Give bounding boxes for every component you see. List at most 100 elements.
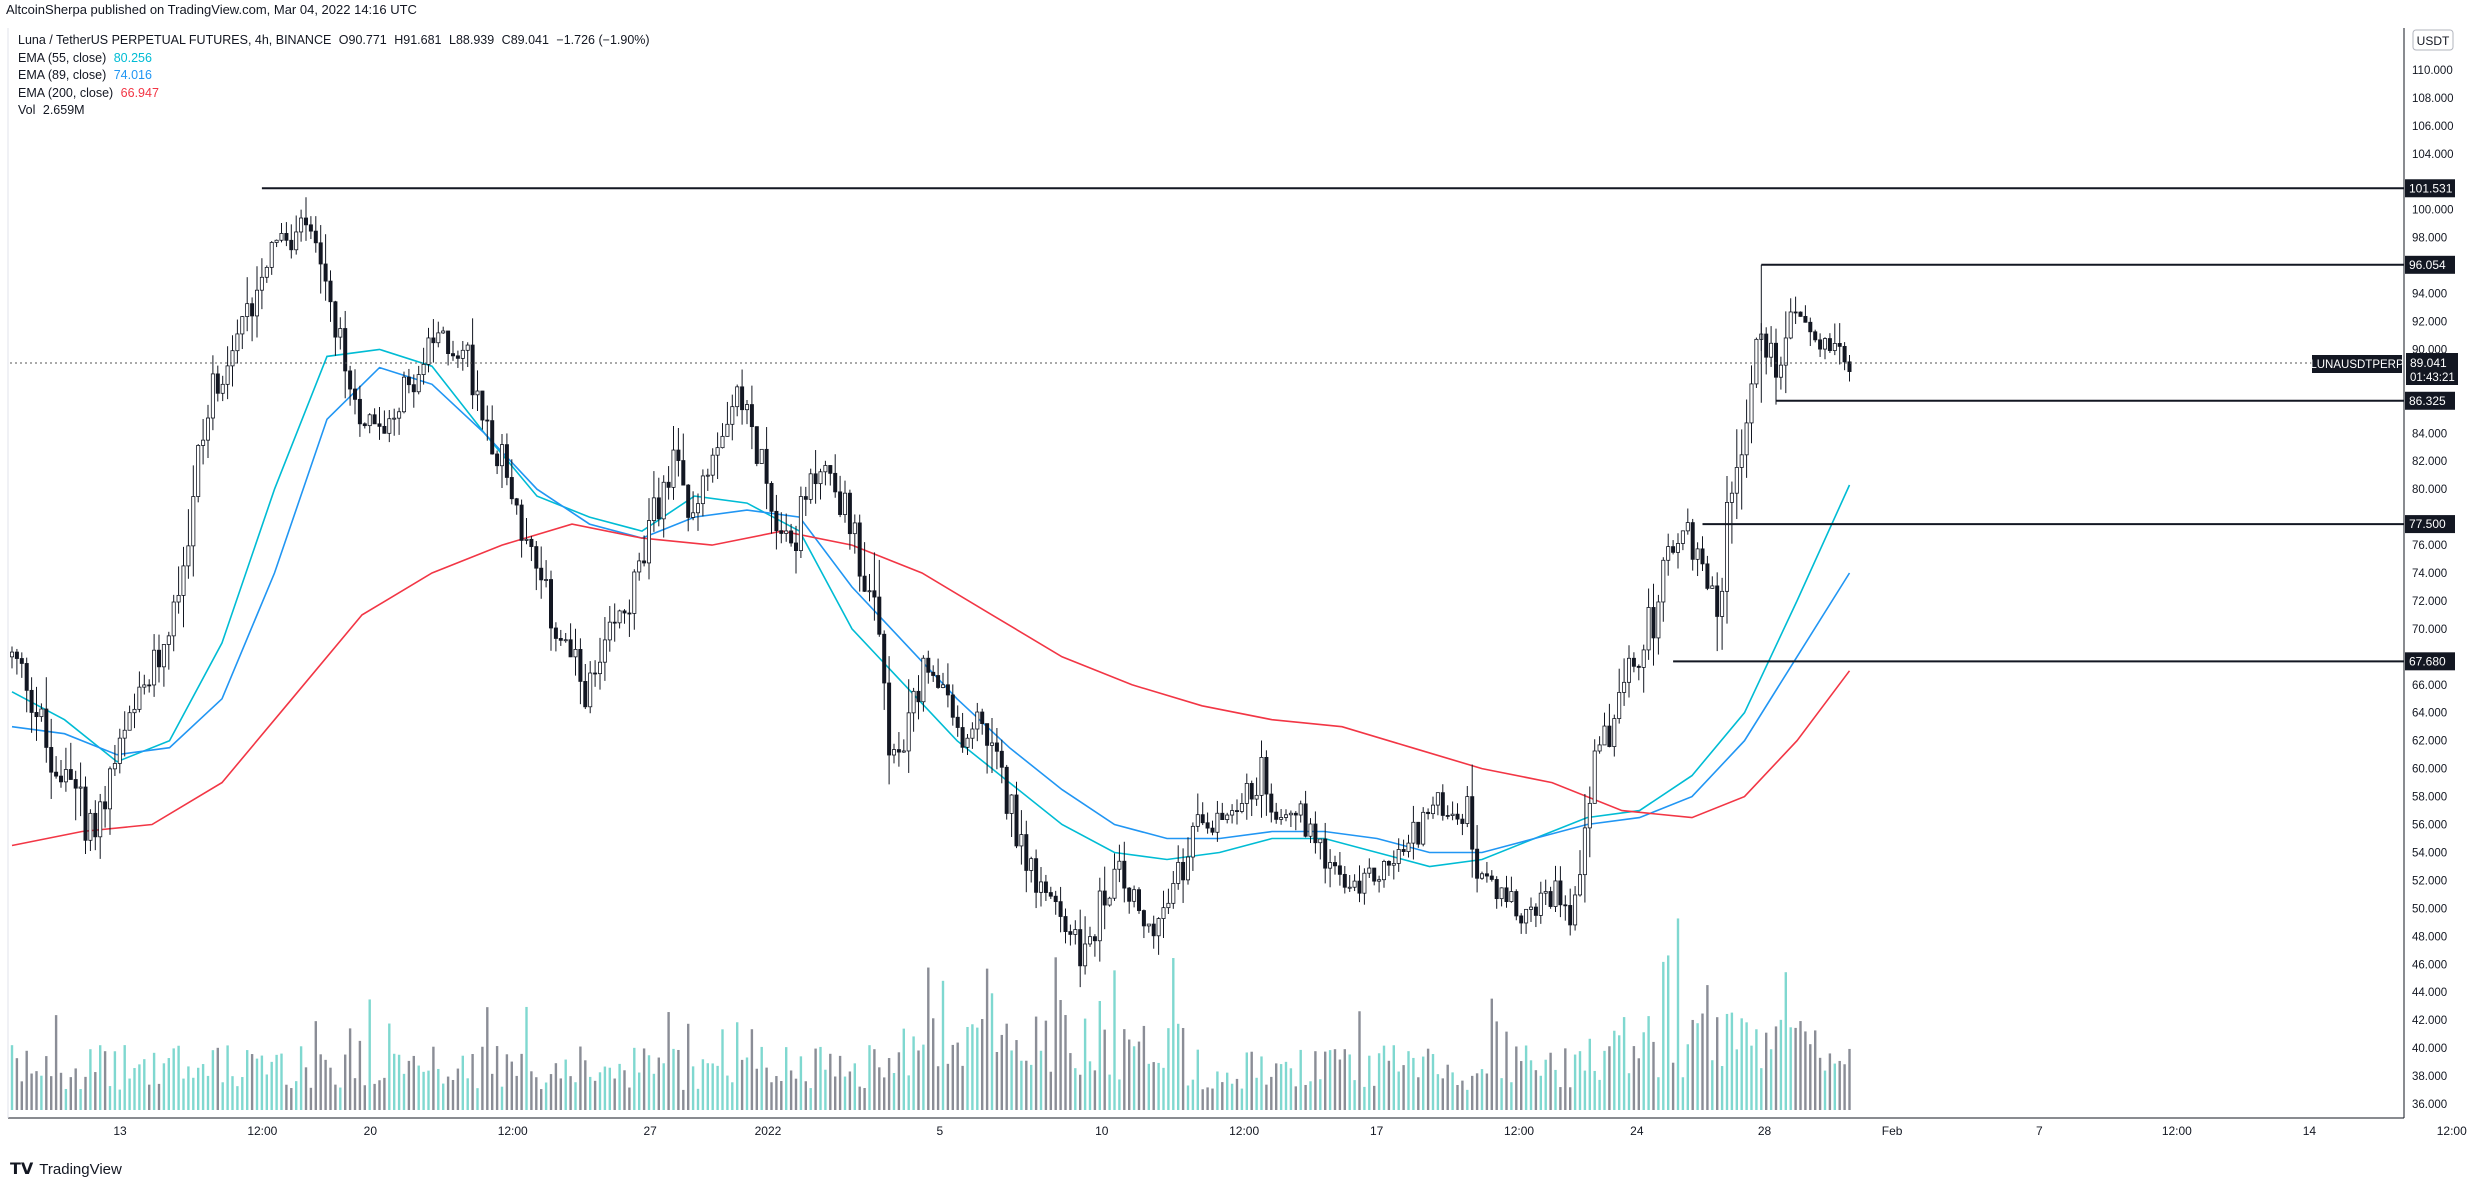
candle <box>1808 317 1813 347</box>
ema200-row[interactable]: EMA (200, close) 66.947 <box>18 85 654 103</box>
support-resistance-level[interactable]: 101.531 <box>261 179 2455 198</box>
candle <box>1568 888 1573 936</box>
volume-bar <box>1226 1072 1229 1110</box>
volume-bar <box>564 1059 567 1110</box>
candle <box>803 486 808 516</box>
candle <box>49 718 54 799</box>
candle <box>1823 337 1828 360</box>
price-tick: 58.000 <box>2412 792 2447 804</box>
candle <box>54 756 59 779</box>
volume-bar <box>221 1082 224 1110</box>
candle <box>1029 856 1034 883</box>
support-resistance-level[interactable]: 77.500 <box>1702 515 2456 534</box>
candle <box>1269 783 1274 823</box>
candle <box>485 405 490 441</box>
volume-bar <box>167 1058 170 1110</box>
candle <box>735 384 740 417</box>
candle <box>1166 888 1171 914</box>
candle <box>117 728 122 774</box>
volume-bar <box>486 1007 489 1110</box>
volume-bar <box>1397 1071 1400 1110</box>
volume-bar <box>912 1036 915 1110</box>
volume-bar <box>1446 1064 1449 1110</box>
candle <box>1024 820 1029 893</box>
candle <box>789 523 794 547</box>
support-resistance-level[interactable]: 67.680 <box>1673 652 2455 671</box>
volume-bar <box>770 1082 773 1110</box>
candle <box>710 448 715 483</box>
volume-bars <box>10 918 1851 1110</box>
candle <box>303 197 308 241</box>
candle <box>671 425 676 500</box>
ema200-value: 66.947 <box>120 85 159 100</box>
candle <box>1783 311 1788 394</box>
candle <box>749 385 754 450</box>
volume-bar <box>1838 1060 1841 1110</box>
volume-bar <box>1495 1021 1498 1110</box>
volume-bar <box>1157 1062 1160 1110</box>
volume-bar <box>682 1089 685 1110</box>
candle <box>509 459 514 505</box>
candle <box>1470 764 1475 878</box>
volume-bar <box>1784 972 1787 1110</box>
volume-bar <box>902 1028 905 1110</box>
volume-bar <box>1667 955 1670 1110</box>
candle <box>1200 802 1205 826</box>
volume-bar <box>393 1053 396 1110</box>
candle <box>1617 668 1622 724</box>
candle <box>1646 588 1651 660</box>
volume-bar <box>1828 1053 1832 1110</box>
candle <box>892 743 897 764</box>
candle <box>1386 860 1391 876</box>
currency-badge[interactable]: USDT <box>2412 29 2454 51</box>
candle <box>1313 811 1318 854</box>
level-label: 86.325 <box>2409 394 2446 408</box>
candle <box>960 712 965 753</box>
time-tick: 20 <box>364 1124 378 1138</box>
volume-bar <box>1172 958 1175 1110</box>
candle <box>176 566 181 614</box>
volume-bar <box>172 1048 175 1110</box>
candle <box>1578 850 1583 897</box>
candle <box>181 546 186 628</box>
ema89-row[interactable]: EMA (89, close) 74.016 <box>18 67 654 85</box>
ema55-row[interactable]: EMA (55, close) 80.256 <box>18 50 654 68</box>
candle <box>416 365 421 395</box>
candle <box>1612 714 1617 757</box>
candle <box>83 776 88 854</box>
candle <box>1445 805 1450 820</box>
volume-bar <box>1720 1066 1724 1110</box>
symbol-title[interactable]: Luna / TetherUS PERPETUAL FUTURES, 4h, B… <box>18 33 332 47</box>
volume-row[interactable]: Vol 2.659M <box>18 102 654 120</box>
candle <box>284 222 289 247</box>
candle <box>691 491 696 521</box>
candle <box>1641 644 1646 693</box>
candle <box>627 599 632 637</box>
volume-bar <box>677 1049 680 1110</box>
volume-bar <box>1706 985 1709 1110</box>
volume-bar <box>1005 1023 1008 1110</box>
candle <box>88 809 93 851</box>
candle <box>1137 887 1142 914</box>
volume-bar <box>1848 1048 1851 1110</box>
volume-bar <box>157 1083 161 1110</box>
support-resistance-level[interactable]: 96.054 <box>1761 255 2455 274</box>
volume-bar <box>1079 1074 1082 1110</box>
volume-bar <box>755 1068 758 1110</box>
candle <box>700 469 705 517</box>
volume-bar <box>1833 1063 1836 1110</box>
volume-bar <box>1716 1017 1719 1110</box>
volume-bar <box>1069 1053 1072 1110</box>
candle <box>950 684 955 726</box>
volume-bar <box>1598 1079 1601 1110</box>
volume-bar <box>584 1060 587 1110</box>
candle <box>1661 557 1666 622</box>
volume-bar <box>932 1018 935 1110</box>
candle <box>132 693 137 729</box>
volume-bar <box>544 1082 548 1110</box>
support-resistance-level[interactable]: 86.325 <box>1776 391 2455 410</box>
tradingview-footer[interactable]: 𝗧𝗩 TradingView <box>10 1159 122 1179</box>
volume-bar <box>285 1084 288 1110</box>
volume-bar <box>1162 1067 1165 1110</box>
